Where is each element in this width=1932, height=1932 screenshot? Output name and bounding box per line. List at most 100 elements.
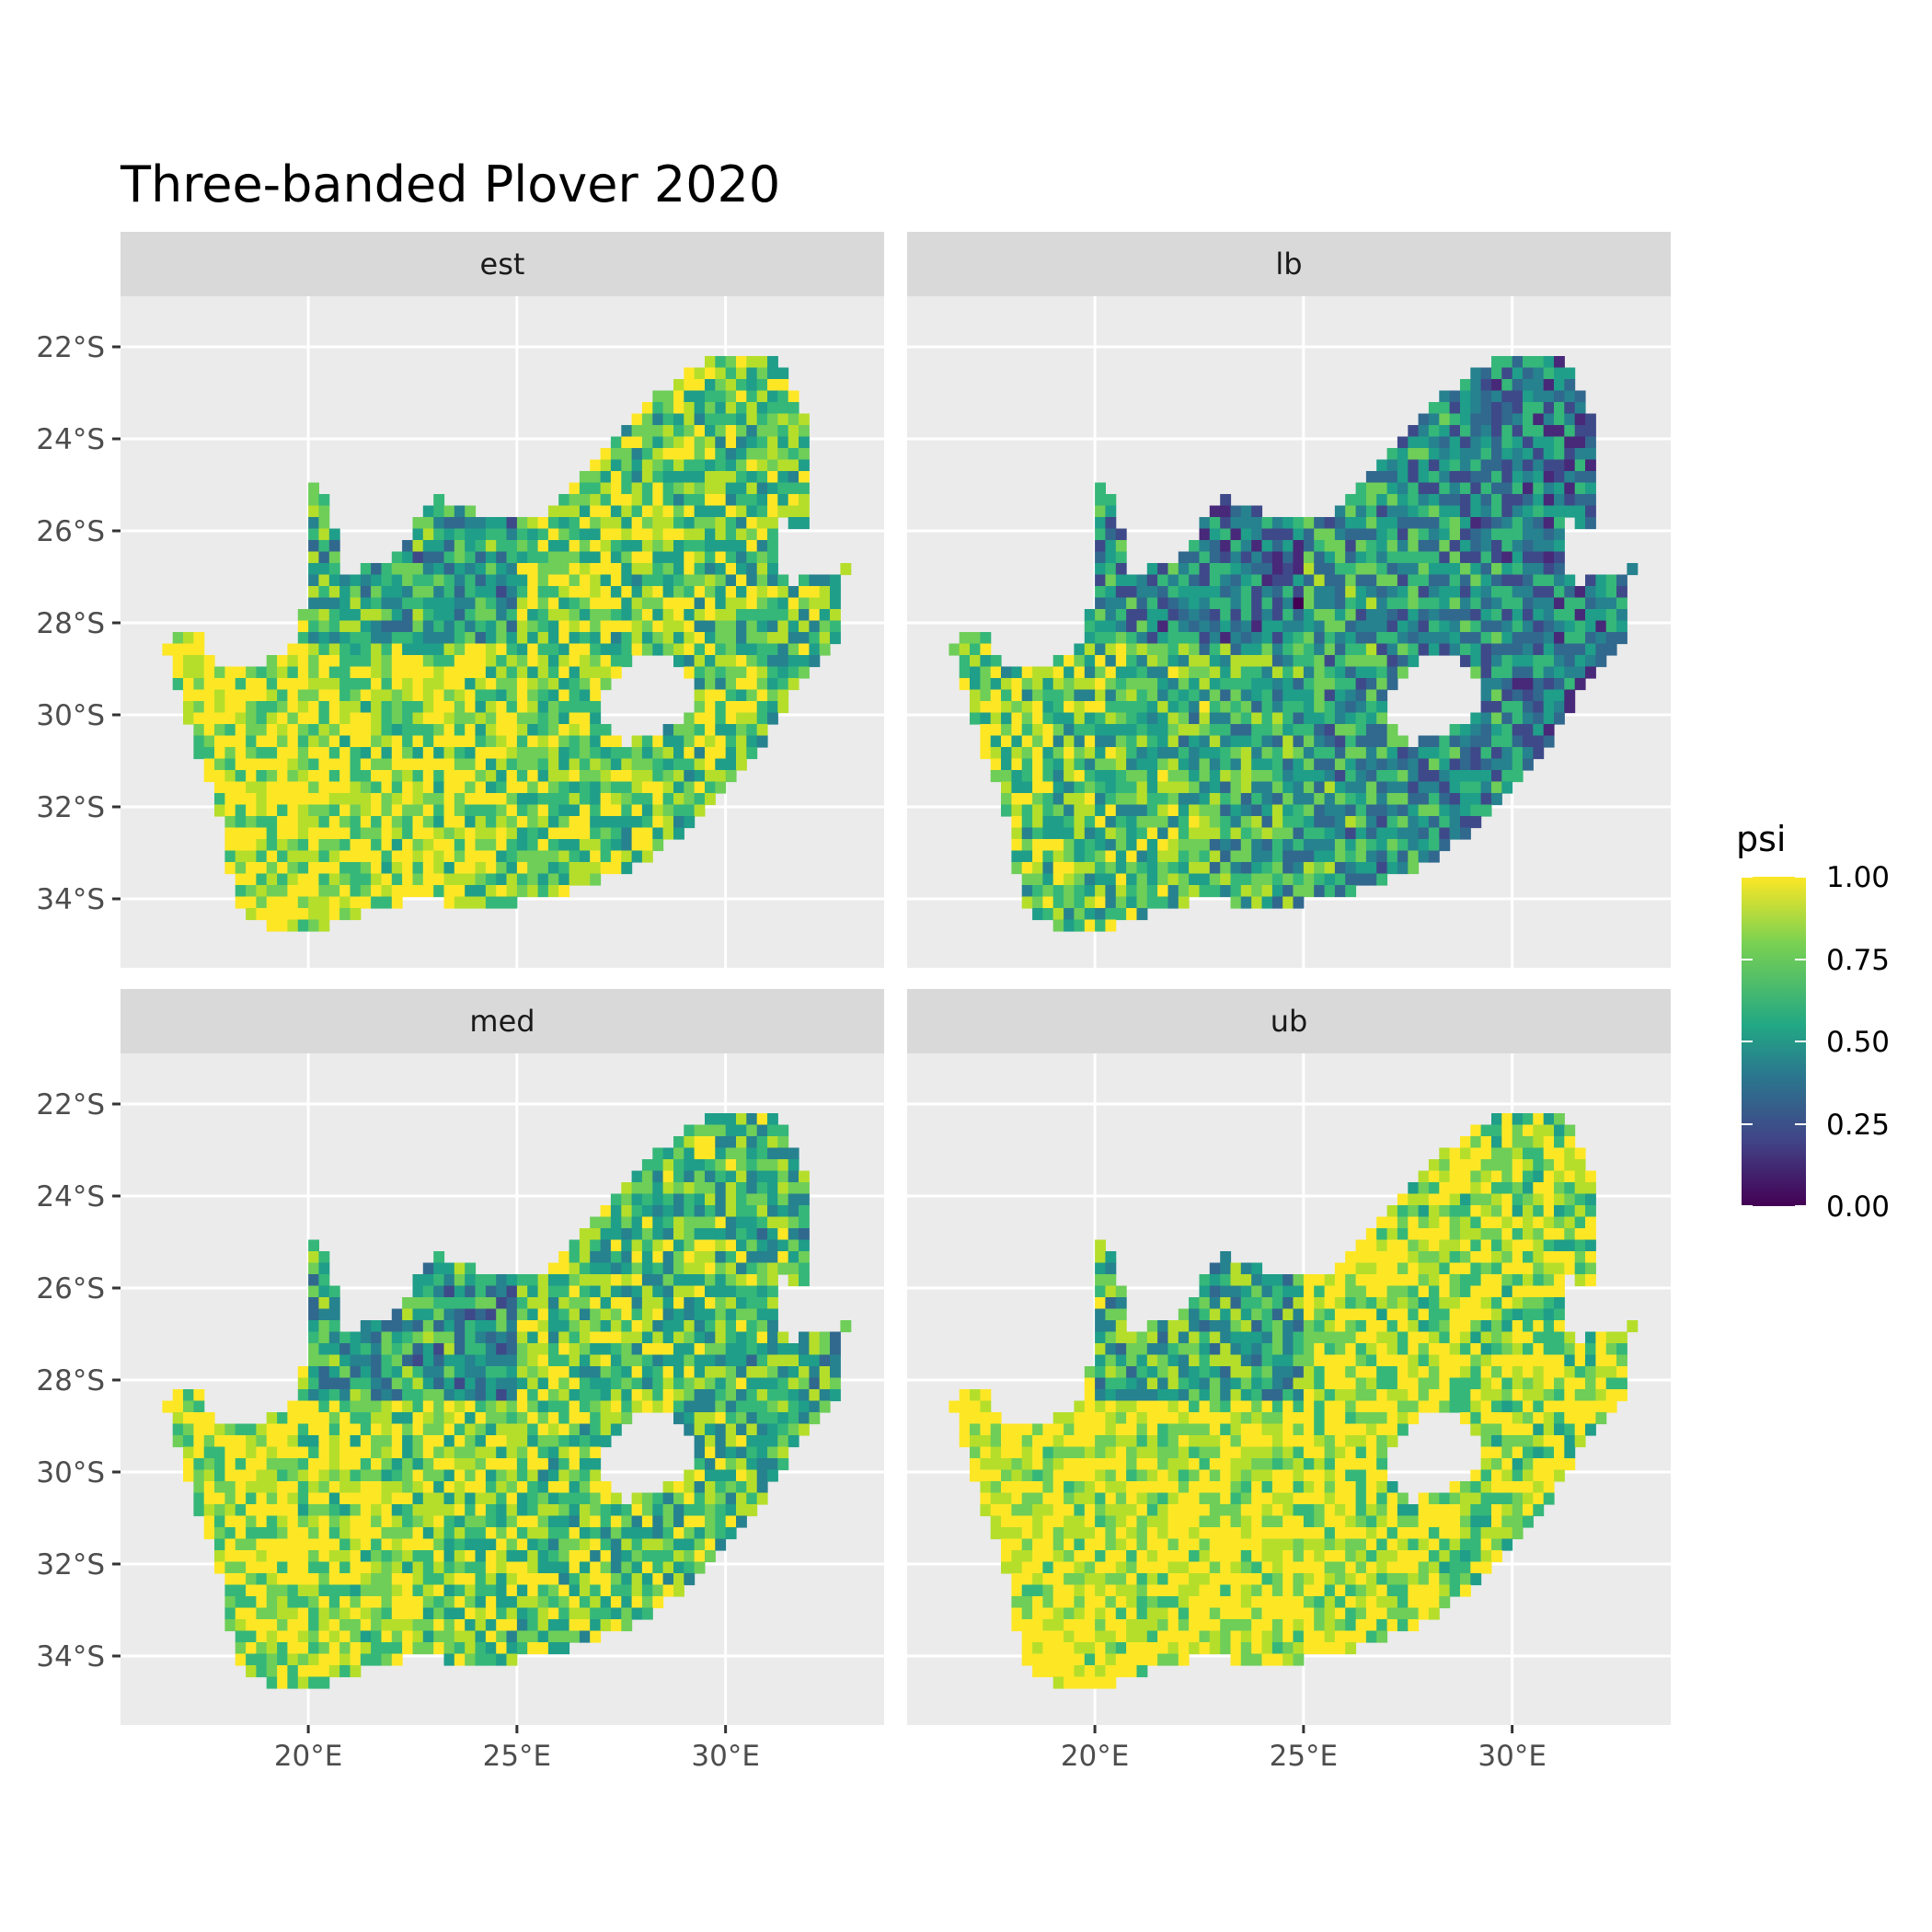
raster-cell	[1449, 551, 1461, 564]
raster-cell	[1376, 632, 1388, 645]
raster-cell	[1189, 678, 1200, 691]
raster-cell	[569, 735, 581, 748]
raster-cell	[1189, 643, 1200, 656]
raster-cell	[694, 632, 706, 645]
raster-cell	[475, 643, 487, 656]
raster-cell	[1136, 597, 1148, 610]
raster-cell	[1449, 494, 1461, 507]
raster-cell	[705, 620, 716, 633]
raster-cell	[746, 1343, 758, 1356]
raster-cell	[1261, 850, 1273, 863]
raster-cell	[402, 1492, 413, 1505]
raster-cell	[496, 781, 508, 794]
raster-cell	[246, 701, 257, 714]
raster-cell	[631, 1320, 643, 1333]
raster-cell	[1523, 379, 1534, 392]
raster-cell	[1428, 781, 1440, 794]
raster-cell	[537, 1366, 549, 1379]
raster-cell	[799, 1354, 810, 1367]
raster-cell	[1501, 402, 1513, 415]
raster-cell	[360, 1458, 372, 1471]
raster-cell	[1220, 643, 1232, 656]
raster-cell	[799, 1389, 810, 1402]
raster-cell	[475, 517, 487, 530]
raster-cell	[590, 701, 602, 714]
raster-cell	[819, 1343, 831, 1356]
raster-cell	[746, 586, 758, 599]
raster-cell	[214, 758, 225, 771]
raster-cell	[1491, 735, 1502, 748]
raster-cell	[287, 1412, 299, 1425]
raster-cell	[715, 1228, 727, 1241]
raster-cell	[1064, 678, 1075, 691]
raster-cell	[1491, 747, 1502, 760]
raster-cell	[246, 816, 257, 829]
raster-cell	[328, 1435, 340, 1448]
raster-cell	[1064, 758, 1075, 771]
raster-cell	[246, 724, 257, 737]
raster-cell	[1052, 712, 1064, 725]
raster-cell	[1543, 356, 1555, 369]
raster-cell	[402, 551, 413, 564]
raster-cell	[1554, 517, 1565, 530]
raster-cell	[558, 666, 570, 679]
raster-cell	[1605, 632, 1617, 645]
raster-cell	[970, 643, 981, 656]
raster-cell	[412, 804, 424, 817]
raster-cell	[360, 747, 372, 760]
raster-cell	[1564, 448, 1576, 461]
raster-cell	[558, 1262, 570, 1275]
raster-cell	[652, 505, 664, 518]
raster-cell	[506, 1343, 518, 1356]
raster-cell	[1533, 505, 1545, 518]
raster-cell	[350, 1469, 362, 1482]
raster-cell	[662, 1400, 674, 1413]
raster-cell	[736, 471, 747, 484]
raster-cell	[1230, 689, 1242, 702]
raster-cell	[339, 597, 351, 610]
raster-cell	[443, 839, 455, 852]
raster-cell	[558, 816, 570, 829]
raster-cell	[569, 1308, 581, 1321]
raster-cell	[694, 747, 706, 760]
raster-cell	[777, 1366, 789, 1379]
raster-cell	[705, 781, 716, 794]
raster-cell	[1324, 781, 1336, 794]
raster-cell	[246, 793, 257, 806]
raster-cell	[1460, 390, 1471, 403]
raster-cell	[705, 540, 716, 553]
raster-cell	[705, 1124, 716, 1137]
raster-cell	[371, 1469, 382, 1482]
raster-cell	[443, 735, 455, 748]
raster-cell	[767, 1228, 778, 1241]
raster-cell	[610, 1228, 622, 1241]
raster-cell	[506, 839, 518, 852]
raster-cell	[1397, 735, 1409, 748]
raster-cell	[443, 724, 455, 737]
raster-cell	[1251, 574, 1263, 587]
raster-cell	[662, 735, 674, 748]
raster-cell	[1209, 770, 1221, 783]
raster-cell	[1564, 505, 1576, 518]
raster-cell	[777, 1389, 789, 1402]
raster-cell	[600, 1205, 612, 1218]
raster-cell	[246, 827, 257, 840]
raster-cell	[600, 1274, 612, 1287]
raster-cell	[1293, 839, 1305, 852]
raster-cell	[527, 1285, 539, 1298]
raster-cell	[1052, 885, 1064, 898]
raster-cell	[1512, 655, 1524, 668]
raster-cell	[980, 678, 992, 691]
raster-cell	[1042, 724, 1054, 737]
raster-cell	[454, 1262, 466, 1275]
raster-cell	[527, 1366, 539, 1379]
raster-cell	[662, 505, 674, 518]
raster-cell	[1355, 632, 1367, 645]
raster-cell	[1074, 758, 1086, 771]
raster-cell	[1585, 643, 1596, 656]
raster-cell	[600, 1228, 612, 1241]
raster-cell	[422, 678, 434, 691]
raster-cell	[183, 678, 194, 691]
raster-cell	[214, 678, 225, 691]
raster-cell	[746, 1285, 758, 1298]
